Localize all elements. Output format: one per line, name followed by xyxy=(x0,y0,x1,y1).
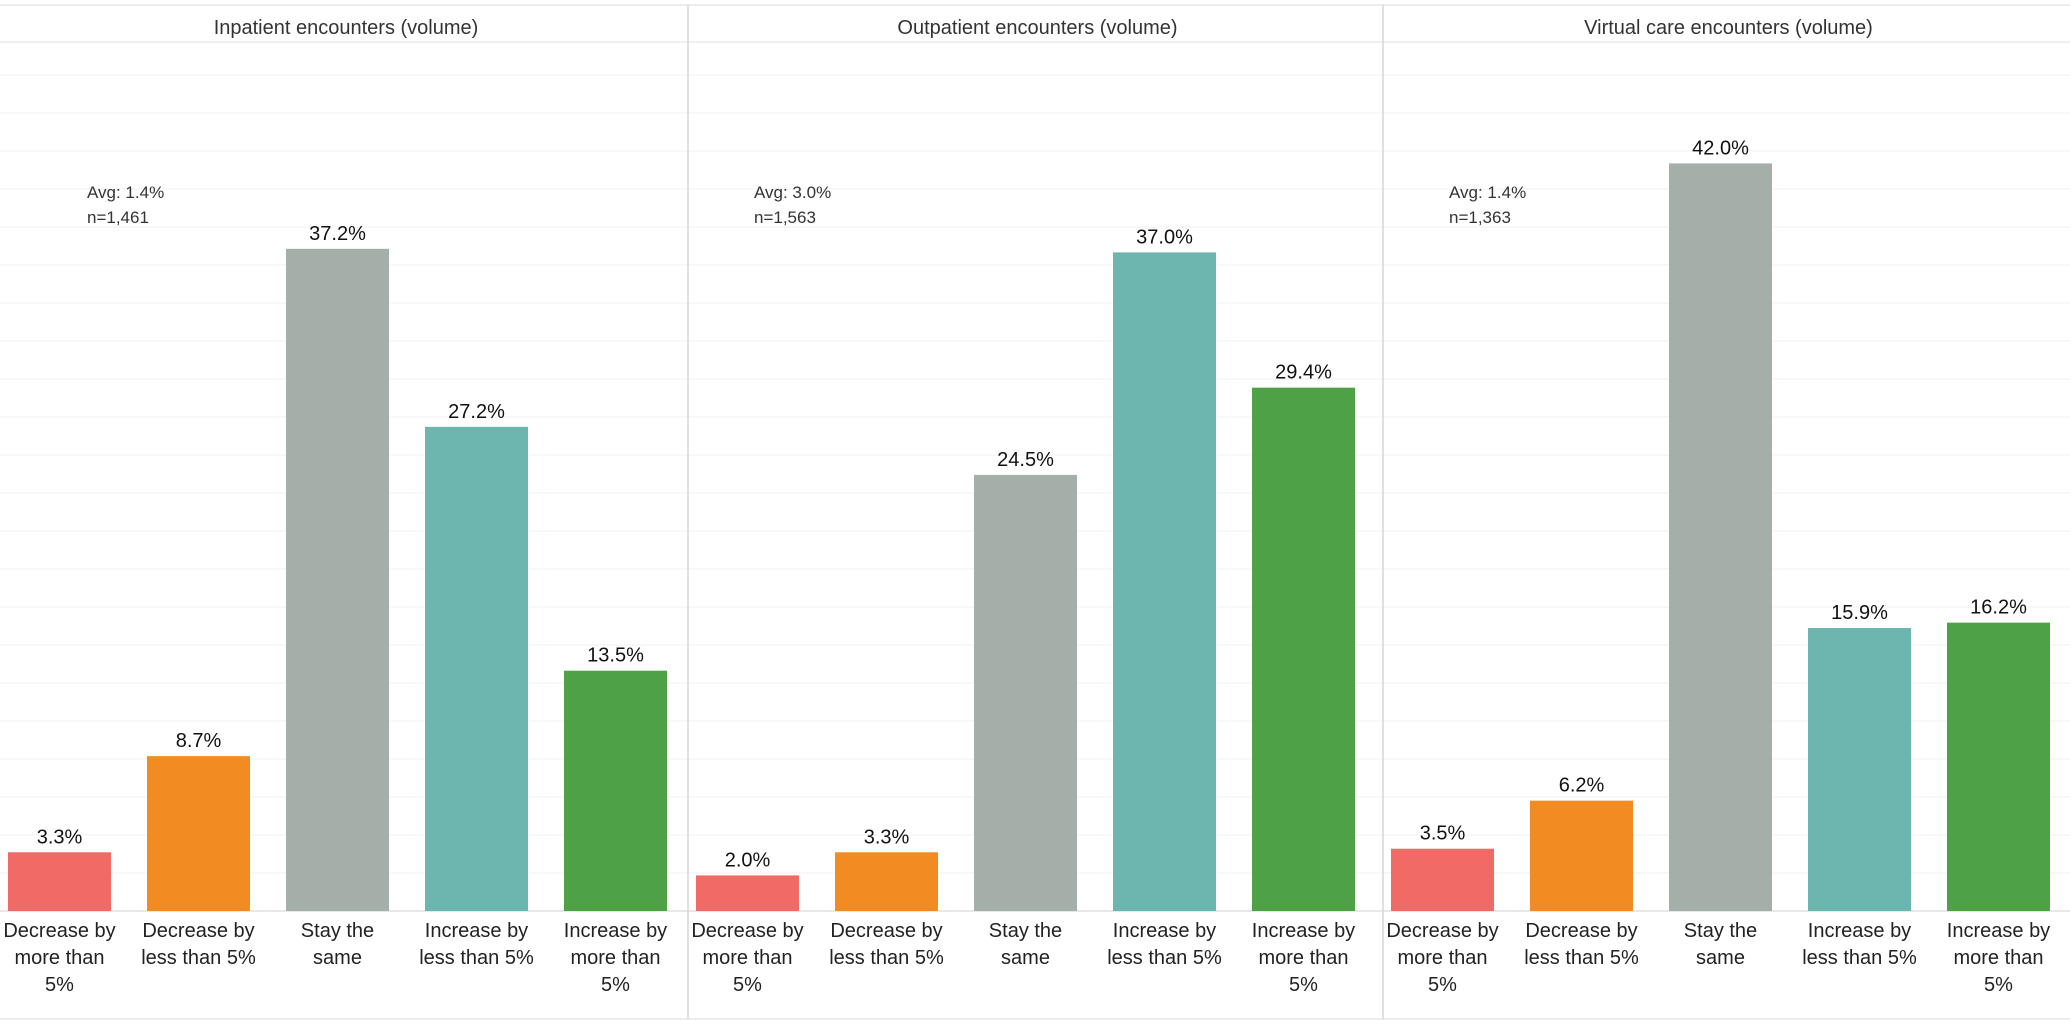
panel-title: Inpatient encounters (volume) xyxy=(214,17,479,39)
n-annotation: n=1,461 xyxy=(87,208,149,227)
category-label-line: Decrease by xyxy=(691,920,803,942)
category-label-line: more than xyxy=(1258,947,1348,969)
category-label-line: 5% xyxy=(1984,974,2013,996)
bar xyxy=(1391,848,1494,911)
panel-2: Outpatient encounters (volume) Avg: 3.0% n… xyxy=(687,5,1383,1019)
category-label-line: less than 5% xyxy=(419,947,534,969)
data-label: 6.2% xyxy=(1559,775,1605,797)
category-label-line: Decrease by xyxy=(3,920,115,942)
bar xyxy=(1947,622,2050,911)
category-label-line: Increase by xyxy=(1947,920,2050,942)
bar xyxy=(147,756,250,911)
category-label: Increase by more than 5% xyxy=(1947,920,2050,996)
bar xyxy=(974,474,1077,911)
category-label-line: less than 5% xyxy=(829,947,944,969)
category-label-line: more than xyxy=(1397,947,1487,969)
category-label-line: Increase by xyxy=(1808,920,1911,942)
category-label-line: 5% xyxy=(1289,974,1318,996)
bar xyxy=(835,852,938,911)
category-label-line: 5% xyxy=(1428,974,1457,996)
category-label-line: 5% xyxy=(45,974,74,996)
category-label-line: less than 5% xyxy=(1107,947,1222,969)
bar xyxy=(425,426,528,911)
category-label: Stay the same xyxy=(989,920,1062,969)
data-label: 13.5% xyxy=(587,645,644,667)
category-label-line: Decrease by xyxy=(142,920,254,942)
category-label: Increase by less than 5% xyxy=(1802,920,1917,969)
category-label: Stay the same xyxy=(301,920,374,969)
data-label: 2.0% xyxy=(725,849,771,871)
category-label-line: more than xyxy=(1953,947,2043,969)
panel-title: Virtual care encounters (volume) xyxy=(1584,17,1873,39)
data-label: 15.9% xyxy=(1831,602,1888,624)
data-label: 8.7% xyxy=(176,730,222,752)
category-label-line: Stay the xyxy=(301,920,374,942)
avg-annotation: Avg: 3.0% xyxy=(754,183,831,202)
bar xyxy=(696,875,799,911)
category-label-line: Stay the xyxy=(989,920,1062,942)
category-label: Decrease by less than 5% xyxy=(1524,920,1639,969)
panel-3: Virtual care encounters (volume) Avg: 1.4… xyxy=(1382,5,2070,1019)
bar xyxy=(1252,387,1355,911)
category-label-line: Increase by xyxy=(425,920,528,942)
data-label: 24.5% xyxy=(997,449,1054,471)
avg-annotation: Avg: 1.4% xyxy=(87,183,164,202)
category-label-line: same xyxy=(313,947,362,969)
category-label-line: Stay the xyxy=(1684,920,1757,942)
category-label: Increase by more than 5% xyxy=(564,920,667,996)
category-label-line: Increase by xyxy=(1252,920,1355,942)
category-label-line: more than xyxy=(570,947,660,969)
category-label: Stay the same xyxy=(1684,920,1757,969)
category-label: Decrease by less than 5% xyxy=(141,920,256,969)
category-label: Increase by more than 5% xyxy=(1252,920,1355,996)
category-label: Increase by less than 5% xyxy=(419,920,534,969)
category-label: Decrease by more than 5% xyxy=(691,920,803,996)
data-label: 16.2% xyxy=(1970,597,2027,619)
category-label-line: same xyxy=(1696,947,1745,969)
category-label: Decrease by less than 5% xyxy=(829,920,944,969)
panel-title: Outpatient encounters (volume) xyxy=(897,17,1177,39)
category-label-line: 5% xyxy=(733,974,762,996)
bar xyxy=(286,248,389,912)
n-annotation: n=1,363 xyxy=(1449,208,1511,227)
bar xyxy=(8,852,111,911)
bar xyxy=(1669,163,1772,911)
category-label-line: 5% xyxy=(601,974,630,996)
category-label-line: less than 5% xyxy=(1802,947,1917,969)
n-annotation: n=1,563 xyxy=(754,208,816,227)
category-label: Increase by less than 5% xyxy=(1107,920,1222,969)
avg-annotation: Avg: 1.4% xyxy=(1449,183,1526,202)
bar xyxy=(564,670,667,911)
category-label-line: Increase by xyxy=(1113,920,1216,942)
category-label-line: less than 5% xyxy=(141,947,256,969)
bar xyxy=(1113,252,1216,911)
data-label: 37.2% xyxy=(309,223,366,245)
data-label: 29.4% xyxy=(1275,362,1332,384)
category-label-line: same xyxy=(1001,947,1050,969)
category-label: Decrease by more than 5% xyxy=(3,920,115,996)
category-label-line: Decrease by xyxy=(1525,920,1637,942)
category-label-line: Increase by xyxy=(564,920,667,942)
data-label: 27.2% xyxy=(448,401,505,423)
category-label-line: more than xyxy=(702,947,792,969)
category-label-line: more than xyxy=(14,947,104,969)
bar xyxy=(1808,627,1911,911)
data-label: 3.3% xyxy=(864,826,910,848)
panel-1: Inpatient encounters (volume) Avg: 1.4% n=… xyxy=(0,17,688,996)
bar xyxy=(1530,800,1633,911)
category-label-line: Decrease by xyxy=(1386,920,1498,942)
data-label: 3.3% xyxy=(37,826,83,848)
category-label-line: less than 5% xyxy=(1524,947,1639,969)
data-label: 42.0% xyxy=(1692,137,1749,159)
data-label: 37.0% xyxy=(1136,226,1193,248)
category-label: Decrease by more than 5% xyxy=(1386,920,1498,996)
data-label: 3.5% xyxy=(1420,823,1466,845)
category-label-line: Decrease by xyxy=(830,920,942,942)
